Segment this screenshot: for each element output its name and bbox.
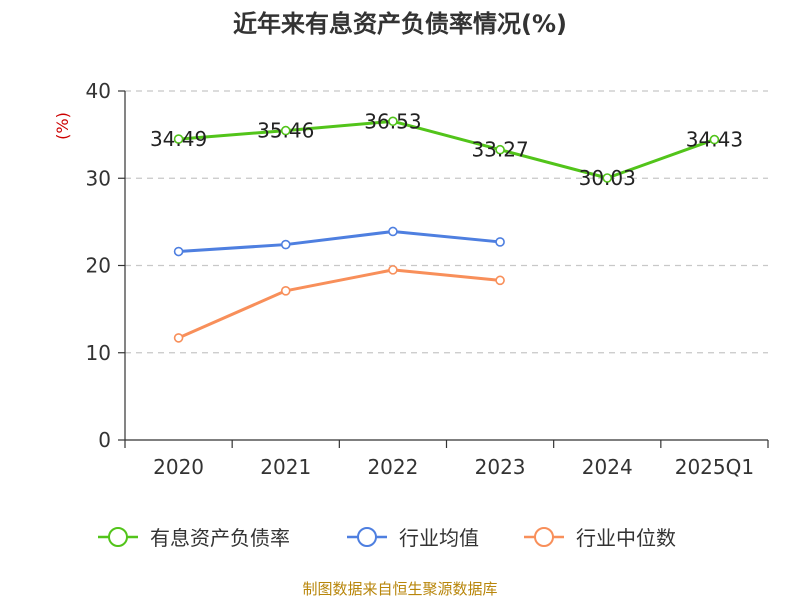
y-tick-label: 40: [86, 79, 111, 103]
legend-label[interactable]: 行业均值: [399, 526, 479, 550]
data-point[interactable]: [388, 265, 398, 275]
x-tick-label: 2023: [475, 455, 526, 479]
x-tick-label: 2025Q1: [675, 455, 754, 479]
source-note: 制图数据来自恒生聚源数据库: [302, 580, 497, 598]
y-tick-label: 30: [86, 166, 111, 190]
data-point[interactable]: [495, 144, 505, 155]
data-label: 33.27: [471, 138, 528, 162]
data-point[interactable]: [280, 239, 291, 250]
legend-marker[interactable]: [534, 527, 554, 547]
data-label: 36.53: [364, 109, 421, 133]
data-point[interactable]: [280, 286, 291, 296]
legend-label[interactable]: 行业中位数: [576, 526, 676, 550]
y-axis-unit: (%): [53, 112, 72, 140]
data-point[interactable]: [173, 134, 184, 144]
data-point[interactable]: [388, 116, 398, 127]
data-point[interactable]: [173, 246, 184, 257]
data-point[interactable]: [602, 173, 613, 183]
series-line-0: [178, 119, 715, 180]
data-point[interactable]: [709, 134, 720, 145]
legend-marker[interactable]: [357, 527, 377, 547]
data-label: 34.49: [150, 127, 207, 151]
y-tick-label: 10: [86, 341, 111, 365]
legend-marker[interactable]: [108, 527, 128, 547]
y-tick-label: 20: [86, 254, 111, 278]
y-tick-label: 0: [98, 428, 111, 452]
legend-label[interactable]: 有息资产负债率: [150, 526, 290, 550]
data-point[interactable]: [173, 333, 184, 343]
data-label: 30.03: [579, 166, 636, 190]
data-label: 34.43: [686, 128, 743, 152]
x-tick-label: 2022: [367, 455, 418, 479]
data-point[interactable]: [280, 125, 291, 136]
data-point[interactable]: [388, 226, 398, 237]
x-tick-label: 2020: [153, 455, 204, 479]
series-line-2: [177, 268, 501, 340]
x-tick-label: 2021: [260, 455, 311, 479]
data-label: 35.46: [257, 119, 314, 143]
data-point[interactable]: [495, 237, 505, 247]
x-tick-label: 2024: [582, 455, 633, 479]
series-line-1: [178, 229, 501, 254]
chart-title: 近年来有息资产负债率情况(%): [233, 10, 567, 38]
data-point[interactable]: [495, 275, 505, 286]
